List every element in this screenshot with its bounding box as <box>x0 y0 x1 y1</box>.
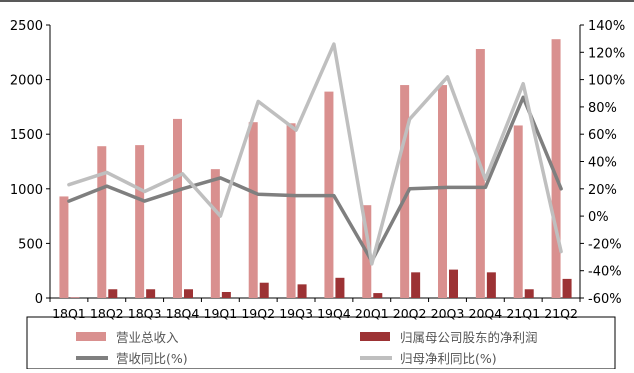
x-tick-label: 21Q2 <box>544 306 578 321</box>
x-tick-label: 20Q3 <box>431 306 465 321</box>
net-profit-bar <box>562 278 572 298</box>
x-tick-label: 19Q3 <box>279 306 313 321</box>
revenue-bar <box>173 118 182 298</box>
y-right-tick-label: -20% <box>588 237 622 252</box>
revenue-bar <box>97 146 107 298</box>
y-left-tick-label: 2500 <box>10 19 43 34</box>
y-axis-left: 0 500 1000 1500 2000 2500 <box>10 19 50 307</box>
revenue-bar <box>475 49 485 298</box>
revenue-bar <box>210 169 220 298</box>
x-tick-label: 20Q4 <box>469 306 503 321</box>
x-tick-label: 18Q3 <box>128 306 162 321</box>
revenue-bar <box>59 196 69 298</box>
x-tick-label: 20Q1 <box>355 306 389 321</box>
net-profit-bar <box>411 272 421 298</box>
net-profit-bar <box>524 289 534 298</box>
y-left-tick-label: 0 <box>35 292 43 307</box>
y-right-tick-label: 80% <box>588 101 617 116</box>
net-profit-bar <box>297 284 307 298</box>
y-left-tick-label: 500 <box>18 237 43 252</box>
revenue-bar <box>135 145 145 298</box>
legend-revenue-yoy-label: 营收同比(%) <box>116 351 188 366</box>
y-right-tick-label: -60% <box>588 292 622 307</box>
legend-net-profit-yoy-label: 归母净利同比(%) <box>400 351 497 366</box>
net-profit-bar <box>259 282 269 298</box>
legend-revenue-swatch <box>76 332 106 341</box>
revenue-bar <box>513 125 523 299</box>
net-profit-bar <box>146 289 156 298</box>
x-tick-label: 20Q2 <box>393 306 427 321</box>
y-left-tick-label: 1000 <box>10 183 43 198</box>
x-tick-label: 19Q4 <box>317 306 351 321</box>
x-tick-label: 18Q2 <box>90 306 124 321</box>
x-tick-label: 19Q2 <box>241 306 275 321</box>
legend-revenue-label: 营业总收入 <box>116 330 179 345</box>
revenue-bar <box>248 122 258 298</box>
net-profit-bar <box>70 297 80 298</box>
net-profit-bar <box>108 289 118 298</box>
net-profit-bar <box>221 291 231 298</box>
revenue-bar <box>286 123 296 298</box>
y-right-tick-label: 100% <box>588 74 625 89</box>
net-profit-bar <box>449 269 458 298</box>
y-axis-right: -60% -40% -20% 0% 20% 40% 60% 80% 100% 120% 140% <box>580 19 625 307</box>
x-tick-label: 21Q1 <box>506 306 540 321</box>
legend-net-profit-label: 归属母公司股东的净利润 <box>400 330 538 345</box>
net-profit-yoy-line <box>67 42 563 266</box>
y-right-tick-label: 140% <box>588 19 625 34</box>
revenue-yoy-line <box>67 95 563 263</box>
net-profit-bar <box>486 272 496 298</box>
y-left-tick-label: 2000 <box>10 74 43 89</box>
revenue-bar <box>551 39 561 299</box>
net-profit-bar <box>373 293 383 298</box>
net-profit-bar <box>184 289 193 298</box>
net-profit-bar <box>335 277 345 298</box>
x-axis: 18Q1 18Q2 18Q3 18Q4 19Q1 19Q2 19Q3 19Q4 20Q1 20Q2… <box>49 298 581 321</box>
y-left-tick-label: 1500 <box>10 128 43 143</box>
revenue-bar <box>400 85 410 298</box>
y-right-tick-label: 40% <box>588 156 617 171</box>
y-right-tick-label: -40% <box>588 265 622 280</box>
x-tick-label: 18Q4 <box>166 306 200 321</box>
y-right-tick-label: 60% <box>588 128 617 143</box>
x-tick-label: 18Q1 <box>52 306 86 321</box>
lines <box>67 42 563 266</box>
revenue-bar <box>438 85 447 298</box>
y-right-tick-label: 20% <box>588 183 617 198</box>
legend-net-profit-swatch <box>360 332 390 341</box>
x-tick-label: 19Q1 <box>204 306 238 321</box>
plot-axes <box>49 25 581 299</box>
y-right-tick-label: 120% <box>588 46 625 61</box>
y-right-tick-label: 0% <box>588 210 609 225</box>
